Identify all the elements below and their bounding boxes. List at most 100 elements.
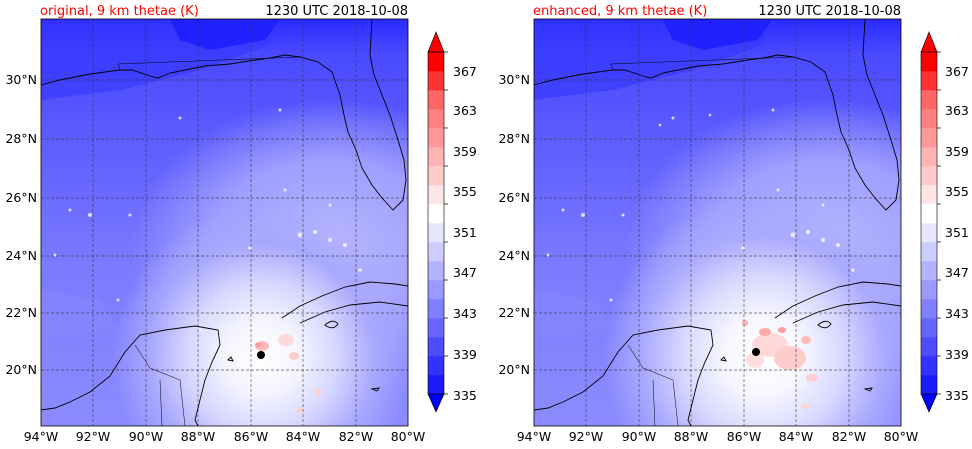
- lat-tick-label: 26°N: [5, 190, 37, 205]
- lon-tick-label: 80°W: [391, 429, 426, 444]
- panel-title-left: enhanced, 9 km thetae (K): [533, 4, 707, 19]
- colorbar-tick-label: 339: [453, 347, 477, 362]
- colorbar-extend-max: [427, 31, 445, 53]
- lon-tick-label: 94°W: [517, 429, 552, 444]
- colorbar-extend-min: [427, 393, 445, 413]
- lat-tick-label: 30°N: [498, 72, 530, 87]
- colorbar-tick-label: 335: [945, 388, 969, 403]
- colorbar-extend-min: [920, 393, 938, 413]
- colorbar-tick-label: 339: [945, 347, 969, 362]
- lat-tick-label: 20°N: [5, 362, 37, 377]
- colorbar-tick-label: 343: [945, 306, 969, 321]
- colorbar-extend-max: [920, 31, 938, 53]
- colorbar-tick-label: 363: [453, 103, 477, 118]
- lon-tick-label: 86°W: [727, 429, 762, 444]
- lon-tick-label: 84°W: [286, 429, 321, 444]
- coastlines: [41, 19, 408, 426]
- colorbar-tick-label: 355: [945, 184, 969, 199]
- panel-enhanced: enhanced, 9 km thetae (K) 1230 UTC 2018-…: [498, 4, 968, 444]
- colorbar-frame: [920, 51, 938, 395]
- colorbar-segment: [428, 71, 444, 91]
- lon-tick-labels: 94°W 92°W 90°W 88°W 86°W 84°W 82°W 80°W: [517, 429, 919, 444]
- colorbar-tick-label: 359: [453, 144, 477, 159]
- colorbar-segment: [921, 128, 937, 148]
- colorbar-segment: [428, 109, 444, 129]
- panel-title-time: 1230 UTC 2018-10-08: [758, 4, 901, 19]
- colorbar-segment: [921, 318, 937, 338]
- colorbar-segment: [428, 375, 444, 395]
- lat-tick-label: 24°N: [5, 248, 37, 263]
- colorbar-segment: [921, 299, 937, 319]
- colorbar: [427, 31, 448, 413]
- lat-tick-label: 20°N: [498, 362, 530, 377]
- colorbar-segment: [428, 128, 444, 148]
- colorbar-segment: [428, 90, 444, 110]
- colorbar-segment: [921, 223, 937, 243]
- panel-original: original, 9 km thetae (K) 1230 UTC 2018-…: [5, 4, 476, 444]
- lon-tick-label: 88°W: [181, 429, 216, 444]
- lon-tick-label: 90°W: [622, 429, 657, 444]
- lat-tick-label: 24°N: [498, 248, 530, 263]
- colorbar-segment: [921, 356, 937, 376]
- colorbar-segment: [428, 280, 444, 300]
- colorbar-segment: [428, 242, 444, 262]
- colorbar-tick-label: 351: [945, 225, 969, 240]
- colorbar-segment: [921, 166, 937, 186]
- colorbar-segment: [921, 261, 937, 281]
- lon-tick-label: 92°W: [569, 429, 604, 444]
- lat-tick-label: 28°N: [498, 131, 530, 146]
- lat-tick-labels: 20°N 22°N 24°N 26°N 28°N 30°N: [5, 72, 37, 377]
- colorbar-tick-label: 363: [945, 103, 969, 118]
- colorbar-segment: [921, 147, 937, 167]
- colorbar-tick-label: 351: [453, 225, 477, 240]
- colorbar-segment: [428, 318, 444, 338]
- colorbar-segment: [921, 109, 937, 129]
- colorbar-segment: [428, 337, 444, 357]
- colorbar-tick-label: 359: [945, 144, 969, 159]
- lon-tick-label: 80°W: [884, 429, 919, 444]
- colorbar-segment: [428, 223, 444, 243]
- lat-tick-label: 26°N: [498, 190, 530, 205]
- coastlines: [534, 19, 901, 426]
- lon-tick-label: 90°W: [129, 429, 164, 444]
- colorbar-tick-label: 335: [453, 388, 477, 403]
- colorbar-segment: [428, 52, 444, 72]
- lon-tick-label: 88°W: [674, 429, 709, 444]
- panel-title-time: 1230 UTC 2018-10-08: [265, 4, 408, 19]
- colorbar-segment: [428, 166, 444, 186]
- lon-tick-label: 94°W: [24, 429, 59, 444]
- colorbar-tick-label: 347: [945, 265, 969, 280]
- colorbar-tick-label: 367: [945, 64, 969, 79]
- colorbar-segment: [921, 52, 937, 72]
- colorbar-frame: [427, 51, 445, 395]
- colorbar-segment: [428, 299, 444, 319]
- lon-tick-label: 82°W: [339, 429, 374, 444]
- lat-tick-labels: 20°N 22°N 24°N 26°N 28°N 30°N: [498, 72, 530, 377]
- colorbar-segment: [921, 280, 937, 300]
- colorbar-segment: [428, 147, 444, 167]
- storm-center-marker: [752, 348, 760, 356]
- colorbar-tick-labels: 335 339 343 347 351 355 359 363 367: [945, 64, 969, 403]
- colorbar-tick-label: 343: [453, 306, 477, 321]
- colorbar-segment: [428, 261, 444, 281]
- colorbar-segment: [921, 242, 937, 262]
- colorbar-tick-label: 347: [453, 265, 477, 280]
- colorbar-tick-label: 367: [453, 64, 477, 79]
- colorbar-tick-label: 355: [453, 184, 477, 199]
- panel-title-left: original, 9 km thetae (K): [40, 4, 199, 19]
- graticule: [534, 19, 901, 426]
- lon-tick-label: 84°W: [779, 429, 814, 444]
- lat-tick-label: 22°N: [5, 305, 37, 320]
- colorbar-segment: [921, 204, 937, 224]
- lon-tick-label: 82°W: [832, 429, 867, 444]
- colorbar-tick-labels: 335 339 343 347 351 355 359 363 367: [453, 64, 477, 403]
- lon-tick-labels: 94°W 92°W 90°W 88°W 86°W 84°W 82°W 80°W: [24, 429, 426, 444]
- colorbar-segment: [428, 185, 444, 205]
- lon-tick-label: 92°W: [76, 429, 111, 444]
- colorbar-segment: [921, 185, 937, 205]
- storm-center-marker: [257, 351, 265, 359]
- lon-tick-label: 86°W: [234, 429, 269, 444]
- thetae-field: [41, 19, 408, 426]
- graticule: [41, 19, 408, 426]
- colorbar-segment: [428, 356, 444, 376]
